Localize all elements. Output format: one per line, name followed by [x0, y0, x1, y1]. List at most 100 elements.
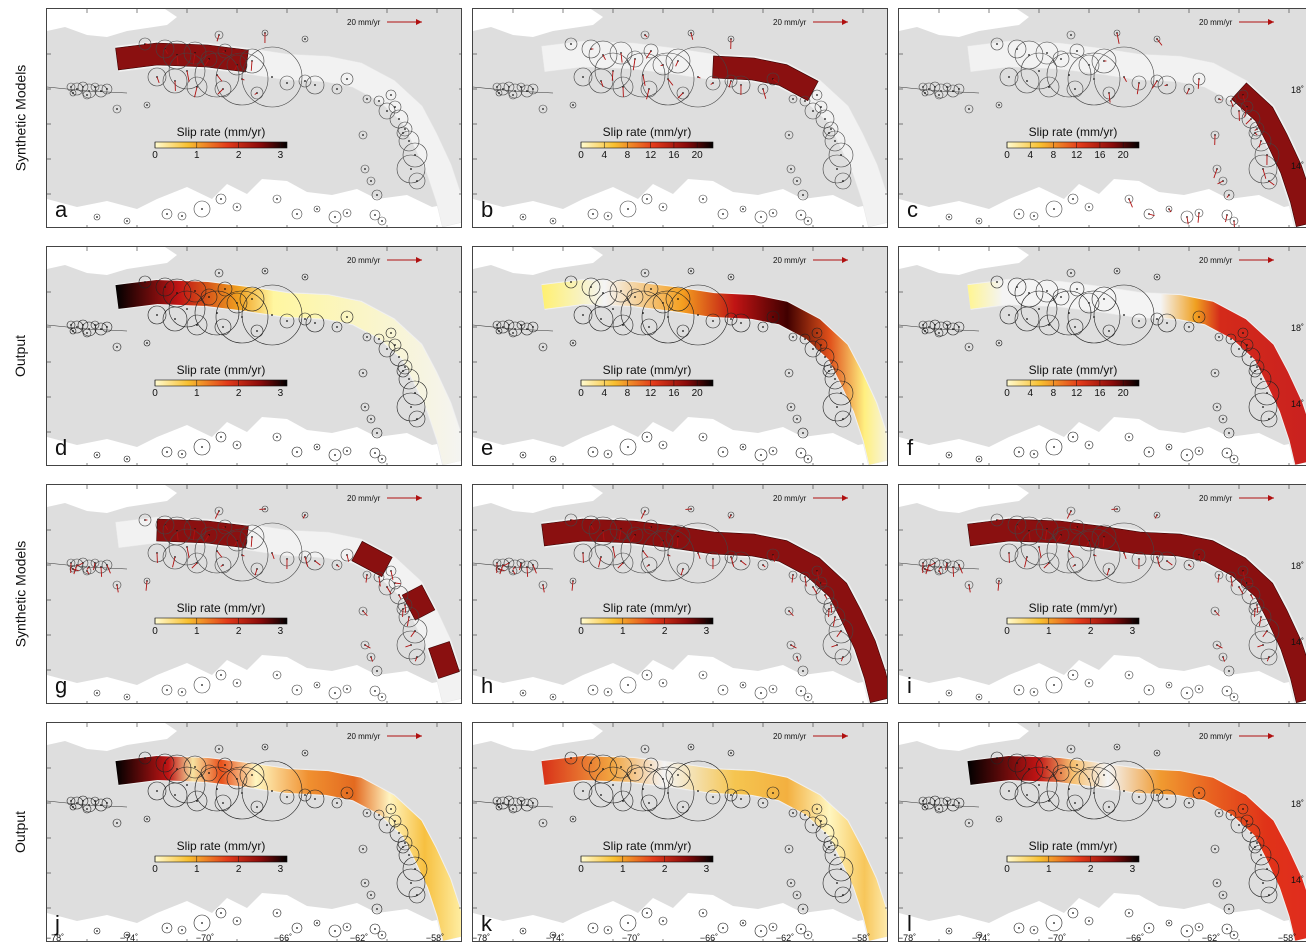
velocity-vector: [214, 510, 220, 519]
velocity-vector: [1151, 80, 1158, 89]
station-point: [394, 820, 396, 822]
station-error-ellipse: [520, 322, 534, 336]
station-error-ellipse: [389, 585, 409, 605]
station-error-ellipse: [215, 290, 269, 344]
station-point: [498, 92, 500, 94]
station-error-ellipse: [298, 312, 312, 326]
velocity-vectors: [591, 32, 779, 100]
station-error-ellipse: [1248, 392, 1278, 422]
velocity-vector: [646, 564, 650, 567]
longitude-label: −66˚: [1126, 933, 1144, 942]
station-point: [760, 692, 762, 694]
station-point: [286, 82, 288, 84]
colorbar-title: Slip rate (mm/yr): [177, 839, 266, 853]
station-point: [156, 790, 158, 792]
station-error-ellipse: [1248, 840, 1262, 854]
station-point: [1033, 453, 1035, 455]
station-point: [836, 168, 838, 170]
station-point: [646, 912, 648, 914]
station-point: [126, 220, 128, 222]
station-point: [334, 216, 336, 218]
station-error-ellipse: [784, 844, 794, 854]
velocity-vector: [1156, 556, 1161, 567]
station-error-ellipse: [588, 68, 614, 94]
station-error-ellipse: [757, 797, 769, 809]
station-error-ellipse: [1250, 844, 1272, 866]
synthetic-slip-patch: [351, 540, 393, 578]
station-error-ellipse: [754, 448, 768, 462]
velocity-vector: [1217, 574, 1220, 583]
station-point: [830, 128, 832, 130]
velocity-vector: [172, 556, 176, 568]
station-error-ellipse: [291, 922, 303, 934]
station-error-ellipse: [724, 550, 738, 564]
longitude-label: −70˚: [1048, 933, 1066, 942]
station-error-ellipse: [1066, 318, 1084, 336]
station-point: [582, 76, 584, 78]
station-point: [712, 320, 714, 322]
longitude-label: −62˚: [350, 933, 368, 942]
station-point: [572, 342, 574, 344]
station-error-ellipse: [362, 808, 372, 818]
velocity-vector: [600, 80, 604, 88]
station-error-ellipse: [918, 320, 928, 330]
station-error-ellipse: [626, 764, 644, 782]
land-mass: [899, 9, 1306, 227]
row-label-text: Output: [12, 810, 28, 854]
velocity-vector: [1148, 213, 1155, 217]
station-error-ellipse: [77, 795, 89, 807]
station-point: [1033, 215, 1035, 217]
station-error-ellipse: [538, 580, 548, 590]
station-point: [72, 330, 74, 332]
station-point: [702, 198, 704, 200]
velocity-vector: [1242, 94, 1246, 102]
velocity-vector: [791, 574, 794, 583]
station-error-ellipse: [1183, 83, 1195, 95]
velocity-vector: [234, 540, 238, 547]
station-point: [968, 346, 970, 348]
station-error-ellipse: [155, 515, 175, 535]
station-error-ellipse: [397, 121, 413, 137]
station-point: [144, 281, 146, 283]
scale-arrow-label: 20 mm/yr: [1199, 732, 1233, 741]
station-point: [702, 674, 704, 676]
station-point: [276, 198, 278, 200]
arrow-head-icon: [842, 19, 848, 25]
scale-arrow-label: 20 mm/yr: [347, 18, 381, 27]
velocity-vector: [796, 656, 799, 662]
station-error-ellipse: [687, 267, 695, 275]
station-point: [790, 168, 792, 170]
station-point: [194, 290, 196, 292]
station-point: [570, 281, 572, 283]
station-error-ellipse: [527, 321, 539, 333]
station-error-ellipse: [389, 109, 409, 129]
station-error-ellipse: [603, 687, 613, 697]
station-error-ellipse: [1013, 446, 1025, 458]
station-error-ellipse: [82, 804, 92, 814]
station-point: [86, 94, 88, 96]
latitude-label: 14˚: [1291, 161, 1304, 171]
land-mass: [899, 485, 1306, 703]
station-point: [186, 308, 188, 310]
velocity-vector: [1254, 128, 1258, 131]
velocity-vector: [611, 70, 614, 81]
scale-arrow: 20 mm/yr: [347, 18, 422, 27]
station-point: [498, 330, 500, 332]
station-error-ellipse: [1066, 30, 1076, 40]
station-error-ellipse: [975, 931, 983, 939]
station-error-ellipse: [342, 446, 352, 456]
station-error-ellipse: [138, 37, 152, 51]
station-error-ellipse: [1192, 548, 1206, 562]
colorbar-title: Slip rate (mm/yr): [603, 363, 692, 377]
station-error-ellipse: [1254, 618, 1280, 644]
station-error-ellipse: [177, 925, 187, 935]
slip-colorbar: Slip rate (mm/yr)0 4 8 12 16 20: [578, 363, 714, 399]
station-error-ellipse: [1131, 313, 1147, 329]
colorbar-tick-label: 16: [668, 388, 680, 399]
station-error-ellipse: [1013, 922, 1025, 934]
scale-arrow-label: 20 mm/yr: [1199, 494, 1233, 503]
colorbar-gradient: [1006, 379, 1140, 387]
velocity-vector: [836, 630, 842, 638]
station-error-ellipse: [1183, 797, 1195, 809]
station-point: [702, 436, 704, 438]
